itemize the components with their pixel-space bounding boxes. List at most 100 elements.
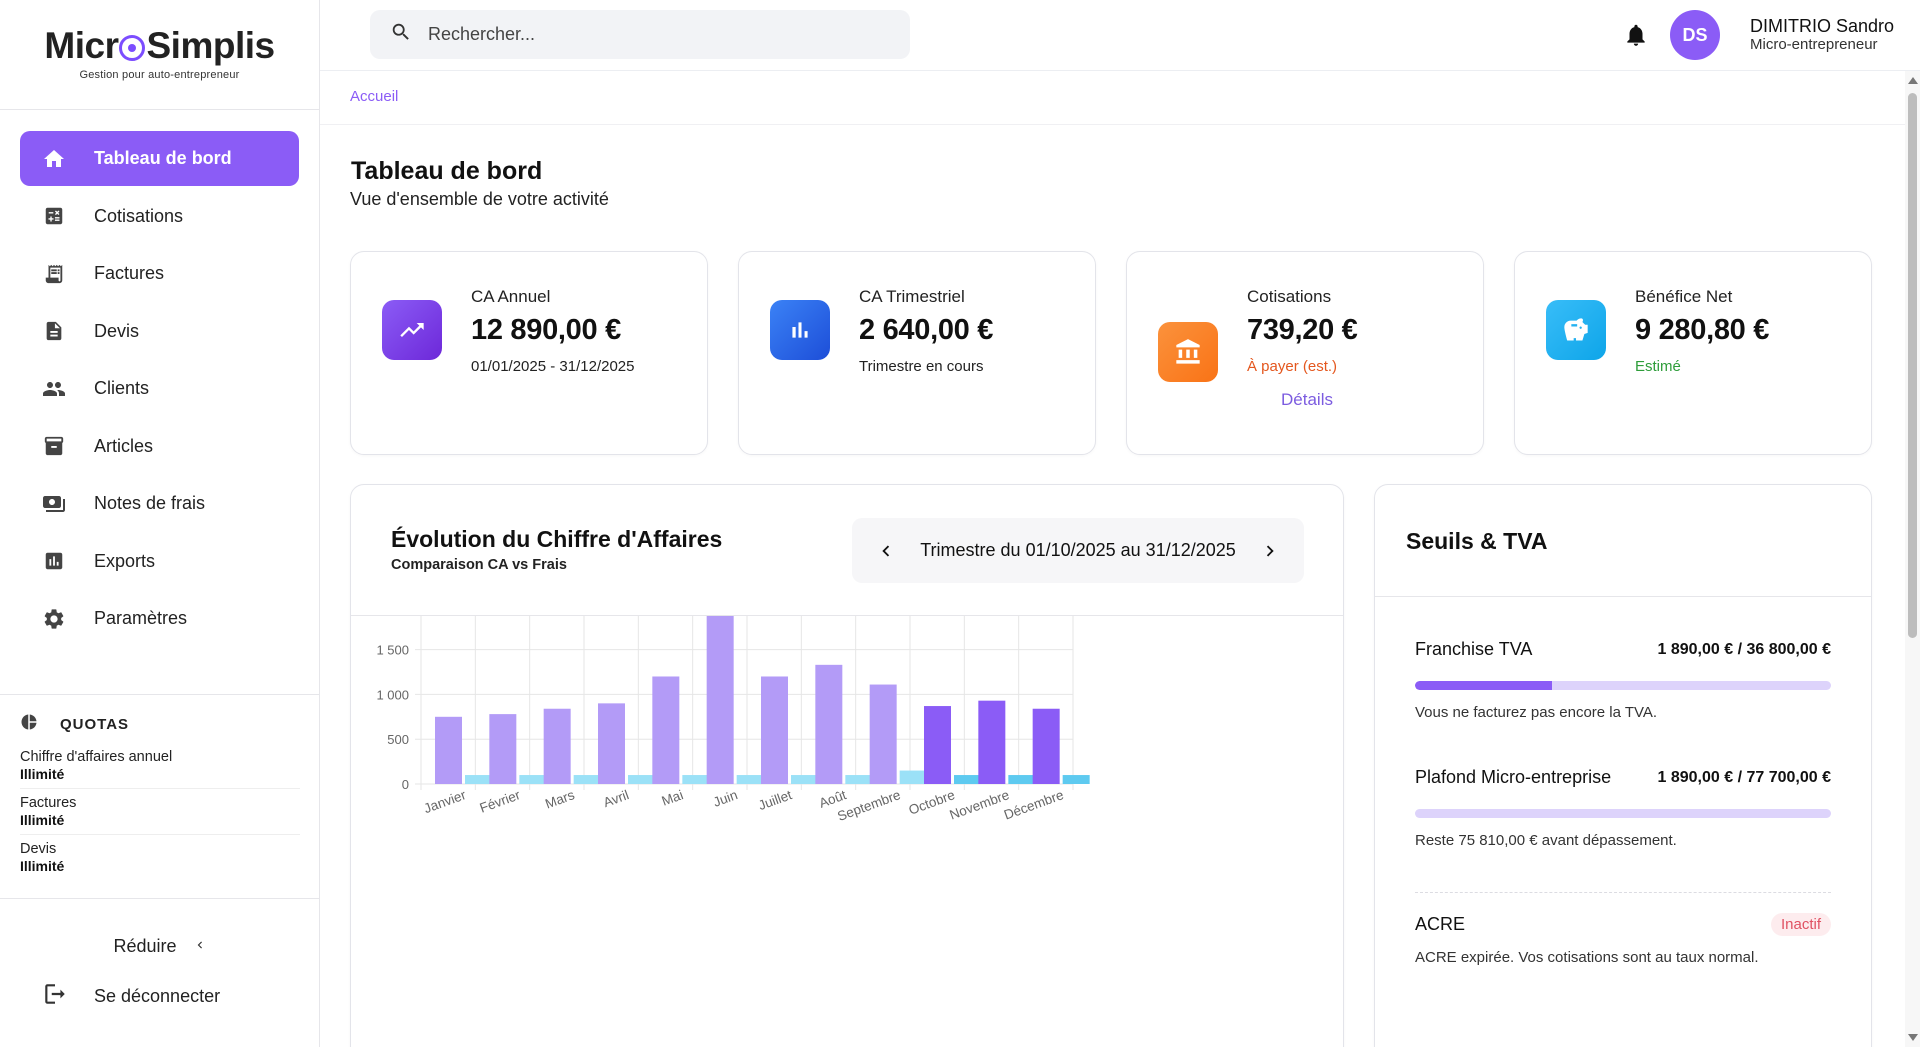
sidebar-item-articles[interactable]: Articles xyxy=(20,419,299,474)
x-tick-label: Septembre xyxy=(835,787,902,824)
plafond-amount: 1 890,00 € / 77 700,00 € xyxy=(1657,768,1831,786)
stat-value: 12 890,00 € xyxy=(471,314,621,346)
status-badge: Inactif xyxy=(1770,913,1831,936)
scroll-down-arrow-icon[interactable] xyxy=(1908,1034,1918,1041)
trending-up-icon xyxy=(382,300,442,360)
sidebar-item-notes-de-frais[interactable]: Notes de frais xyxy=(20,476,299,531)
sidebar-item-tableau-de-bord[interactable]: Tableau de bord xyxy=(20,131,299,186)
bar-revenue xyxy=(435,716,462,784)
sidebar-item-label: Articles xyxy=(94,435,154,456)
logo-text-end: Simplis xyxy=(146,25,275,66)
bar-expenses xyxy=(791,775,818,784)
notification-bell-icon[interactable] xyxy=(1623,22,1649,53)
logout-label: Se déconnecter xyxy=(94,986,221,1006)
stat-card-benefice-net: Bénéfice Net 9 280,80 € Estimé xyxy=(1514,251,1872,455)
quota-row: Chiffre d'affaires annuel Illimité xyxy=(20,743,300,789)
stat-value: 739,20 € xyxy=(1247,314,1358,346)
sidebar-item-factures[interactable]: Factures xyxy=(20,246,299,301)
sidebar-item-label: Exports xyxy=(94,550,156,571)
franchise-tva-label: Franchise TVA xyxy=(1415,639,1533,659)
sidebar-footer: Réduire Se déconnecter xyxy=(0,898,320,1006)
plafond-row: Plafond Micro-entreprise 1 890,00 € / 77… xyxy=(1415,767,1831,849)
bar-revenue xyxy=(706,616,734,784)
collapse-sidebar-button[interactable]: Réduire xyxy=(0,899,320,993)
scroll-up-arrow-icon[interactable] xyxy=(1908,77,1918,84)
logout-icon xyxy=(42,981,68,1012)
search-box[interactable] xyxy=(370,10,910,59)
search-input[interactable] xyxy=(428,24,868,45)
stat-label: Cotisations xyxy=(1247,287,1332,306)
sidebar-item-label: Clients xyxy=(94,378,150,398)
sidebar-item-parametres[interactable]: Paramètres xyxy=(20,591,299,646)
bar-revenue xyxy=(869,684,897,784)
quotas-header: QUOTAS xyxy=(20,713,300,735)
user-name: DIMITRIO Sandro xyxy=(1750,16,1895,36)
stat-label: CA Trimestriel xyxy=(859,287,965,306)
bar-expenses xyxy=(465,775,492,784)
bar-expenses xyxy=(736,775,764,784)
stat-subtext: 01/01/2025 - 31/12/2025 xyxy=(471,358,635,375)
stat-value: 9 280,80 € xyxy=(1635,314,1770,346)
bar-revenue xyxy=(1032,708,1060,784)
sidebar-item-clients[interactable]: Clients xyxy=(20,361,299,416)
stat-value: 2 640,00 € xyxy=(859,314,994,346)
sidebar-item-label: Notes de frais xyxy=(94,493,206,513)
x-tick-label: Mai xyxy=(660,787,686,809)
sidebar-item-devis[interactable]: Devis xyxy=(20,304,299,359)
sidebar-item-label: Cotisations xyxy=(94,205,184,226)
money-icon xyxy=(42,492,66,516)
stat-card-ca-annuel: CA Annuel 12 890,00 € 01/01/2025 - 31/12… xyxy=(350,251,708,455)
gear-icon xyxy=(42,607,66,631)
y-tick-label: 1 000 xyxy=(376,687,409,702)
x-tick-label: Juin xyxy=(711,787,739,810)
bar-expenses xyxy=(954,775,981,784)
franchise-tva-note: Vous ne facturez pas encore la TVA. xyxy=(1415,704,1658,721)
x-tick-label: Juillet xyxy=(756,787,794,813)
scrollbar[interactable] xyxy=(1905,71,1920,1047)
bar-revenue xyxy=(924,706,951,784)
bar-revenue xyxy=(815,664,843,784)
user-info[interactable]: DIMITRIO Sandro Micro-entrepreneur xyxy=(1750,16,1894,54)
plafond-progress xyxy=(1415,809,1831,818)
bar-expenses xyxy=(845,775,873,784)
bar-chart-icon xyxy=(770,300,830,360)
breadcrumb-home-link[interactable]: Accueil xyxy=(350,88,399,105)
avatar[interactable]: DS xyxy=(1670,10,1720,60)
stat-card-cotisations: Cotisations 739,20 € À payer (est.) Déta… xyxy=(1126,251,1484,455)
plafond-note: Reste 75 810,00 € avant dépassement. xyxy=(1415,832,1677,849)
divider xyxy=(1415,892,1831,893)
chevron-left-icon[interactable] xyxy=(874,539,898,563)
progress-fill xyxy=(1415,681,1553,690)
logout-button[interactable]: Se déconnecter xyxy=(42,981,220,1012)
stat-label: Bénéfice Net xyxy=(1635,287,1733,306)
details-link[interactable]: Détails xyxy=(1281,390,1333,409)
page-title: Tableau de bord xyxy=(351,157,543,185)
logo-tagline: Gestion pour auto-entrepreneur xyxy=(79,69,240,81)
sidebar-item-exports[interactable]: Exports xyxy=(20,534,299,589)
sidebar-item-cotisations[interactable]: Cotisations xyxy=(20,189,299,244)
bar-expenses xyxy=(628,775,655,784)
quota-label: Chiffre d'affaires annuel xyxy=(20,749,173,765)
chevron-right-icon[interactable] xyxy=(1258,539,1282,563)
quota-row: Factures Illimité xyxy=(20,789,300,835)
scrollbar-thumb[interactable] xyxy=(1908,93,1917,638)
quota-label: Devis xyxy=(20,841,57,857)
bar-expenses xyxy=(573,775,601,784)
bar-revenue xyxy=(489,714,517,784)
bar-expenses xyxy=(519,775,547,784)
y-tick-label: 0 xyxy=(402,777,409,792)
franchise-tva-amount: 1 890,00 € / 36 800,00 € xyxy=(1657,640,1831,658)
sidebar: Micr Simplis Gestion pour auto-entreprene… xyxy=(0,0,320,1047)
divider xyxy=(1375,596,1871,597)
stat-card-ca-trimestriel: CA Trimestriel 2 640,00 € Trimestre en c… xyxy=(738,251,1096,455)
pie-chart-icon xyxy=(20,713,38,735)
calculator-icon xyxy=(42,204,66,228)
logo[interactable]: Micr Simplis Gestion pour auto-entreprene… xyxy=(0,0,319,110)
quota-label: Factures xyxy=(20,795,77,811)
quotas-title: QUOTAS xyxy=(60,715,130,733)
collapse-label: Réduire xyxy=(113,935,177,956)
acre-note: ACRE expirée. Vos cotisations sont au ta… xyxy=(1415,949,1759,966)
page-subtitle: Vue d'ensemble de votre activité xyxy=(350,189,609,209)
logo-text-start: Micr xyxy=(44,25,119,66)
